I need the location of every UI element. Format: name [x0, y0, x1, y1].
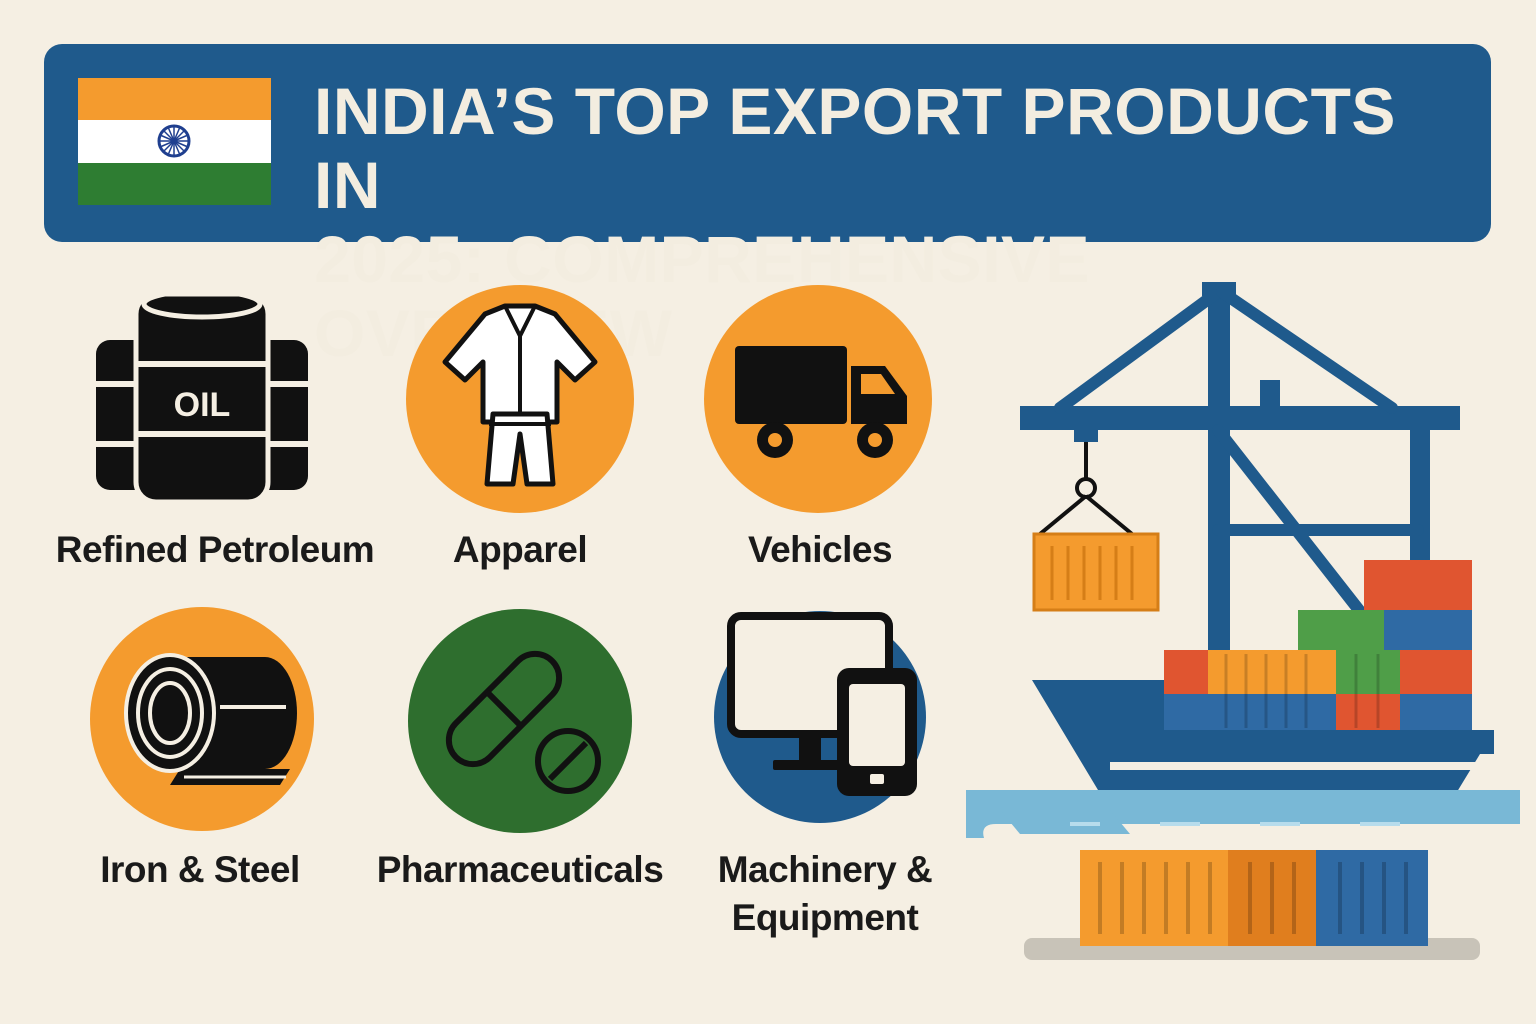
- truck-icon: [703, 284, 933, 514]
- product-label-pharmaceuticals: Pharmaceuticals: [376, 849, 664, 890]
- oil-text: OIL: [174, 386, 231, 424]
- product-label-machinery-equipment: Machinery & Equipment: [680, 846, 970, 942]
- clothing-icon: [405, 284, 635, 514]
- product-label-vehicles: Vehicles: [747, 529, 893, 570]
- product-label-iron-steel: Iron & Steel: [100, 849, 300, 890]
- product-label-machinery-line-1: Machinery &: [717, 849, 933, 890]
- product-label-machinery-line-2: Equipment: [731, 897, 919, 938]
- product-label-apparel: Apparel: [452, 529, 588, 570]
- steel-coil-icon: [90, 607, 315, 832]
- pill-icon: [408, 609, 632, 833]
- india-flag-icon: [78, 78, 271, 205]
- cargo-ship-crane-icon: [960, 278, 1520, 978]
- title-line-1: INDIA’S TOP EXPORT PRODUCTS IN: [314, 74, 1396, 222]
- title-banner: INDIA’S TOP EXPORT PRODUCTS IN 2025: COM…: [44, 44, 1491, 370]
- oil-barrels-icon: OIL: [92, 284, 312, 506]
- devices-icon: [713, 610, 928, 825]
- product-label-refined-petroleum: Refined Petroleum: [55, 529, 375, 570]
